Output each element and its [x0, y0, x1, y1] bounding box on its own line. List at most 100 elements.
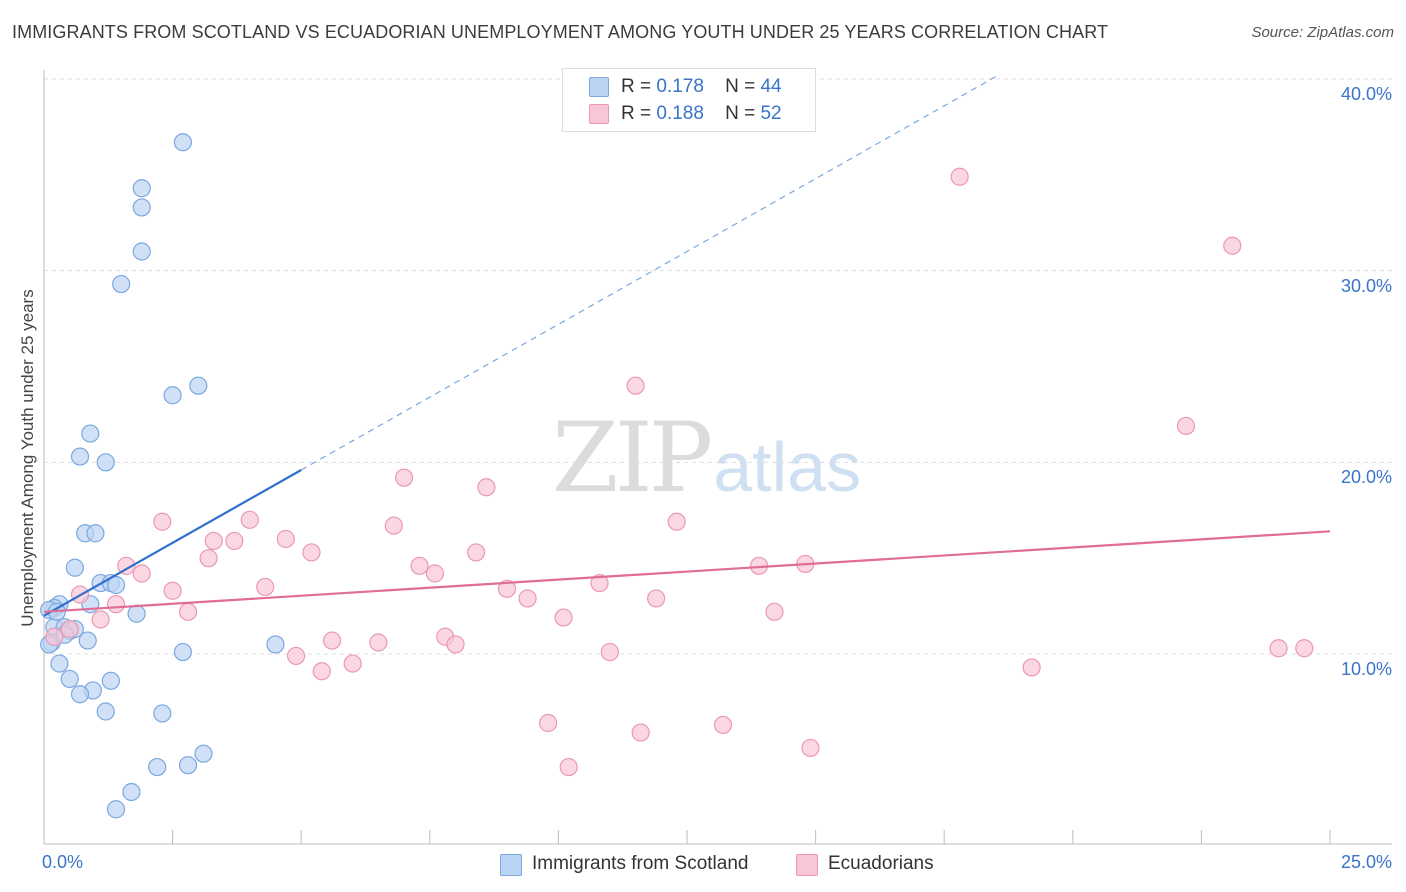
ecuador-point: [1269, 639, 1288, 658]
n-value: 52: [760, 103, 782, 124]
y-axis-label: Unemployment Among Youth under 25 years: [18, 289, 37, 627]
scotland-point: [163, 386, 182, 405]
scotland-point: [189, 376, 208, 395]
ecuador-point: [497, 579, 517, 598]
ecuador-point: [204, 531, 223, 551]
scotland-point: [101, 671, 120, 690]
scotland-point: [153, 704, 172, 723]
y-tick-label: 40.0%: [1340, 84, 1392, 104]
ecuador-point: [163, 581, 182, 600]
scotland-point: [132, 198, 151, 217]
ecuador-point: [765, 602, 784, 621]
scotland-point: [106, 800, 126, 819]
ecuador-point: [590, 573, 609, 593]
x-tick-label-min: 0.0%: [42, 852, 84, 872]
ecuador-point: [559, 757, 578, 777]
scotland-point: [96, 453, 115, 472]
n-label: N =: [725, 103, 756, 124]
scotland-point: [266, 635, 285, 654]
watermark: ZIPatlas: [552, 402, 861, 514]
ecuador-point: [554, 608, 573, 627]
r-label: R =: [621, 103, 652, 124]
ecuador-point: [199, 549, 218, 568]
scotland-point: [148, 757, 167, 777]
scotland-point: [178, 756, 198, 775]
ecuador-point: [631, 723, 650, 742]
ecuador-point: [1223, 236, 1242, 255]
y-tick-label: 20.0%: [1340, 467, 1392, 488]
ecuador-point: [667, 512, 686, 531]
scotland-point: [132, 242, 151, 261]
watermark-atlas: atlas: [713, 428, 862, 506]
ecuador-point: [518, 589, 537, 608]
legend-swatch-ecuadorians: [796, 854, 818, 876]
ecuador-point: [466, 543, 486, 562]
ecuador-point: [276, 529, 295, 549]
ecuador-point: [410, 556, 429, 575]
legend-label-scotland: Immigrants from Scotland: [532, 853, 749, 874]
scotland-point: [65, 558, 84, 577]
ecuador-point: [477, 478, 496, 497]
r-label: R =: [621, 76, 652, 97]
legend-swatch-scotland: [500, 854, 522, 876]
scotland-point: [173, 133, 192, 152]
y-tick-label: 10.0%: [1340, 659, 1392, 679]
ecuador-point: [713, 715, 733, 735]
scotland-point: [86, 524, 105, 543]
ecuador-point: [240, 510, 259, 529]
n-value: 44: [760, 76, 782, 97]
ecuador-point: [425, 564, 445, 583]
ecuador-point: [312, 662, 331, 681]
scotland-trend-extension: [300, 76, 996, 471]
scotland-point: [132, 179, 151, 198]
scotland-point: [60, 669, 79, 689]
ecuador-point: [539, 713, 558, 733]
r-value: 0.178: [656, 76, 704, 97]
ecuador-point: [178, 602, 198, 621]
source-label: Source: ZipAtlas.com: [1251, 24, 1394, 41]
scotland-trend-line: [43, 469, 302, 617]
ecuador-point: [626, 376, 645, 395]
ecuador-point: [1022, 658, 1041, 677]
ecuador-point: [302, 543, 321, 562]
ecuador-point: [60, 619, 79, 639]
legend-swatch-ecuador: [589, 104, 609, 124]
ecuador-trend-line: [43, 530, 1331, 613]
y-tick-label: 30.0%: [1340, 275, 1392, 296]
ecuador-point: [322, 631, 342, 650]
legend-swatch-scotland: [589, 77, 609, 97]
ecuador-point: [369, 633, 388, 652]
ecuador-point: [600, 642, 619, 662]
ecuador-point: [91, 610, 110, 629]
scotland-point: [106, 575, 126, 595]
ecuador-point: [132, 564, 151, 583]
ecuador-point: [117, 556, 136, 575]
ecuador-point: [801, 738, 820, 758]
scotland-point: [81, 424, 100, 443]
ecuador-point: [647, 589, 666, 608]
series-legend: Immigrants from Scotland Ecuadorians: [0, 850, 1406, 880]
ecuador-point: [446, 635, 465, 654]
legend-label-ecuadorians: Ecuadorians: [828, 853, 934, 874]
r-value: 0.188: [656, 103, 704, 124]
scotland-point: [173, 642, 192, 662]
scotland-point: [70, 685, 90, 704]
n-label: N =: [725, 76, 756, 97]
scotland-point: [122, 782, 141, 802]
correlation-legend: R = 0.178 N = 44 R = 0.188 N = 52: [562, 68, 816, 132]
scotland-point: [112, 274, 131, 294]
ecuador-point: [384, 516, 403, 535]
scotland-point: [127, 604, 146, 623]
ecuador-point: [225, 531, 244, 551]
ecuador-point: [153, 512, 172, 531]
scotland-point: [70, 447, 90, 466]
scotland-point: [96, 702, 115, 721]
ecuador-point: [950, 167, 969, 186]
scotland-point: [50, 654, 69, 673]
ecuador-point: [1295, 639, 1314, 658]
scotland-point: [78, 631, 97, 650]
x-tick-label-max: 25.0%: [1340, 852, 1392, 872]
ecuador-point: [1176, 416, 1196, 436]
ecuador-point: [45, 627, 64, 646]
